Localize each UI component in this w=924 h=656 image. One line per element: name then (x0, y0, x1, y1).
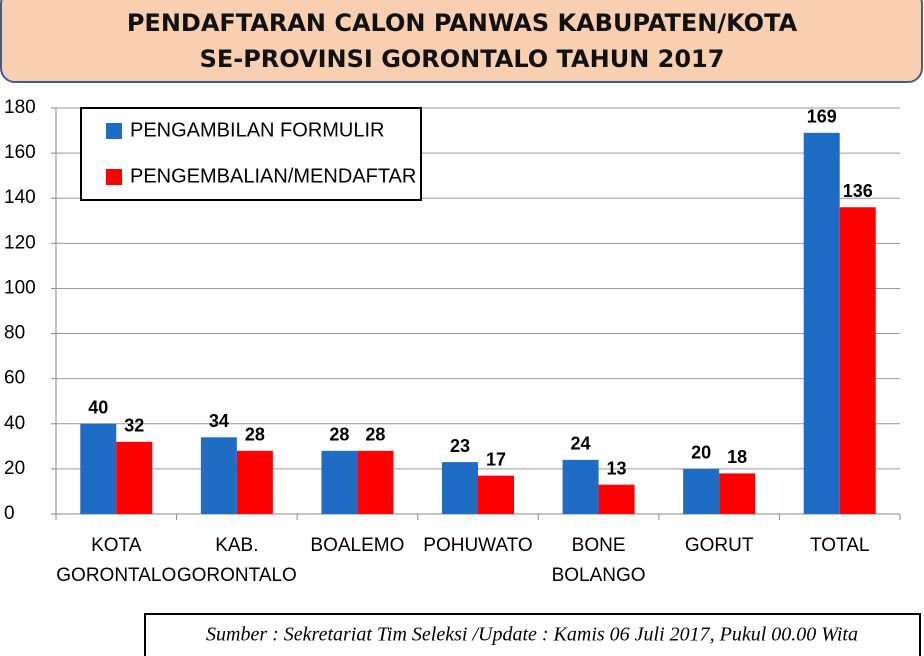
x-tick-label: TOTAL (810, 535, 869, 556)
bar (236, 450, 273, 514)
x-tick-label: KAB. GORONTALO (177, 535, 297, 586)
value-label: 13 (607, 458, 627, 478)
bar (357, 450, 394, 514)
title-box (0, 0, 923, 83)
bar (200, 437, 237, 514)
y-tick-label: 0 (4, 503, 15, 524)
value-label: 28 (365, 425, 385, 445)
x-tick-label: POHUWATO (423, 535, 532, 556)
bar (80, 423, 117, 514)
value-label: 136 (843, 181, 873, 201)
source: Sumber : Sekretariat Tim Seleksi /Update… (206, 624, 858, 646)
legend-box (80, 107, 422, 201)
y-tick-label: 40 (4, 413, 25, 434)
value-label: 24 (571, 434, 591, 454)
y-tick-label: 80 (4, 323, 25, 344)
chart-title: PENDAFTARAN CALON PANWAS KABUPATEN/KOTA (127, 9, 798, 37)
bar (116, 441, 153, 514)
bar (719, 473, 756, 514)
value-label: 28 (245, 425, 265, 445)
x-tick-label: KOTA GORONTALO (56, 535, 176, 586)
source-box (144, 613, 921, 656)
legend-swatch (106, 123, 122, 139)
legend-label: PENGEMBALIAN/MENDAFTAR (130, 165, 416, 187)
legend-label: PENGAMBILAN FORMULIR (130, 119, 384, 141)
x-tick-label: BONE BOLANGO (552, 535, 646, 586)
y-tick-label: 20 (4, 458, 25, 479)
bar (803, 132, 840, 515)
bar (478, 475, 514, 514)
y-tick-label: 100 (4, 277, 36, 298)
bar (562, 459, 599, 514)
y-tick-label: 160 (4, 142, 36, 163)
bar (839, 207, 876, 514)
value-label: 23 (450, 436, 470, 456)
bar (442, 462, 478, 514)
value-label: 40 (88, 398, 108, 418)
y-tick-label: 140 (4, 187, 36, 208)
bar (321, 450, 358, 514)
y-tick-label: 180 (4, 97, 36, 118)
value-label: 18 (727, 447, 747, 467)
value-label: 32 (124, 416, 144, 436)
legend-swatch (106, 169, 122, 185)
value-label: 169 (807, 107, 837, 127)
y-tick-label: 60 (4, 368, 25, 389)
value-label: 17 (486, 449, 506, 469)
bar (683, 468, 720, 514)
x-tick-label: BOALEMO (310, 535, 404, 556)
value-label: 20 (691, 443, 711, 463)
chart-subtitle: SE-PROVINSI GORONTALO TAHUN 2017 (200, 45, 725, 73)
y-tick-label: 120 (4, 232, 36, 253)
x-tick-label: GORUT (685, 535, 754, 556)
value-label: 34 (209, 411, 229, 431)
bar (598, 484, 635, 514)
value-label: 28 (329, 425, 349, 445)
